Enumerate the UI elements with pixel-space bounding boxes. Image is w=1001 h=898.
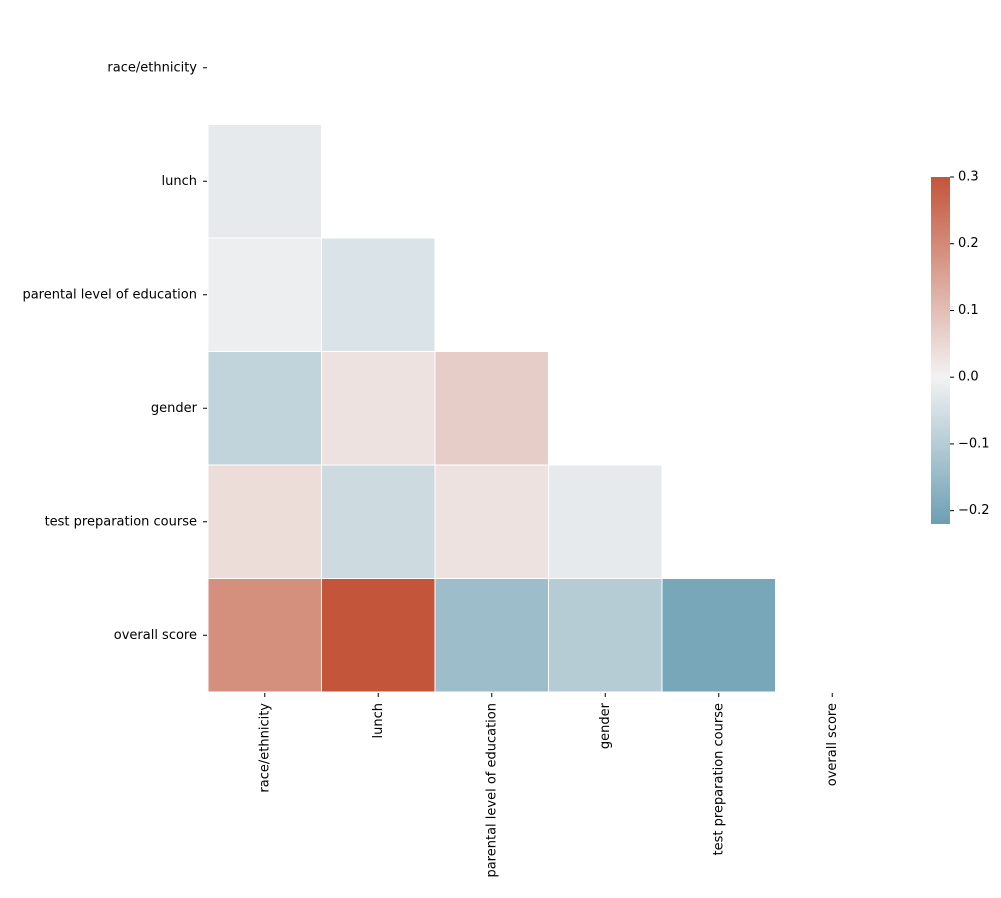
heatmap-cell [207, 578, 322, 693]
y-tick-label: lunch [162, 174, 197, 189]
colorbar-gradient [931, 177, 950, 524]
y-tick-label: overall score [114, 628, 197, 643]
y-tick-label: parental level of education [22, 287, 197, 302]
heatmap-cell [207, 237, 322, 352]
heatmap-cell [434, 351, 549, 466]
colorbar-tick-label: 0.2 [958, 236, 979, 251]
y-tick-label: test preparation course [45, 514, 197, 529]
heatmap-cell [321, 578, 436, 693]
y-tick-label: race/ethnicity [107, 60, 197, 75]
y-axis-labels: race/ethnicity lunch parental level of edu… [22, 60, 207, 643]
colorbar-tick-label: −0.1 [958, 436, 990, 451]
heatmap-cell [548, 578, 663, 693]
colorbar: 0.3 0.2 0.1 0.0 −0.1 −0.2 [931, 170, 990, 524]
colorbar-tick-label: 0.3 [958, 170, 979, 185]
x-tick-label: overall score [825, 703, 840, 786]
x-tick-label: lunch [371, 703, 386, 738]
colorbar-tick-label: 0.1 [958, 303, 979, 318]
heatmap-cell [434, 464, 549, 579]
x-tick-label: gender [598, 702, 613, 749]
heatmap-cell [548, 464, 663, 579]
colorbar-tick-label: 0.0 [958, 370, 979, 385]
colorbar-tick-label: −0.2 [958, 503, 990, 518]
x-tick-label: race/ethnicity [257, 703, 272, 793]
x-tick-label: test preparation course [711, 703, 726, 855]
heatmap-cell [207, 124, 322, 239]
x-tick-label: parental level of education [484, 703, 499, 878]
y-tick-label: gender [151, 401, 198, 416]
heatmap-cell [207, 351, 322, 466]
heatmap-cell [321, 237, 436, 352]
heatmap-cell [321, 464, 436, 579]
heatmap-cell [321, 351, 436, 466]
heatmap-cells [207, 124, 776, 693]
heatmap-cell [434, 578, 549, 693]
x-axis-labels: race/ethnicity lunch parental level of edu… [257, 693, 840, 878]
heatmap-cell [207, 464, 322, 579]
heatmap-cell [661, 578, 776, 693]
